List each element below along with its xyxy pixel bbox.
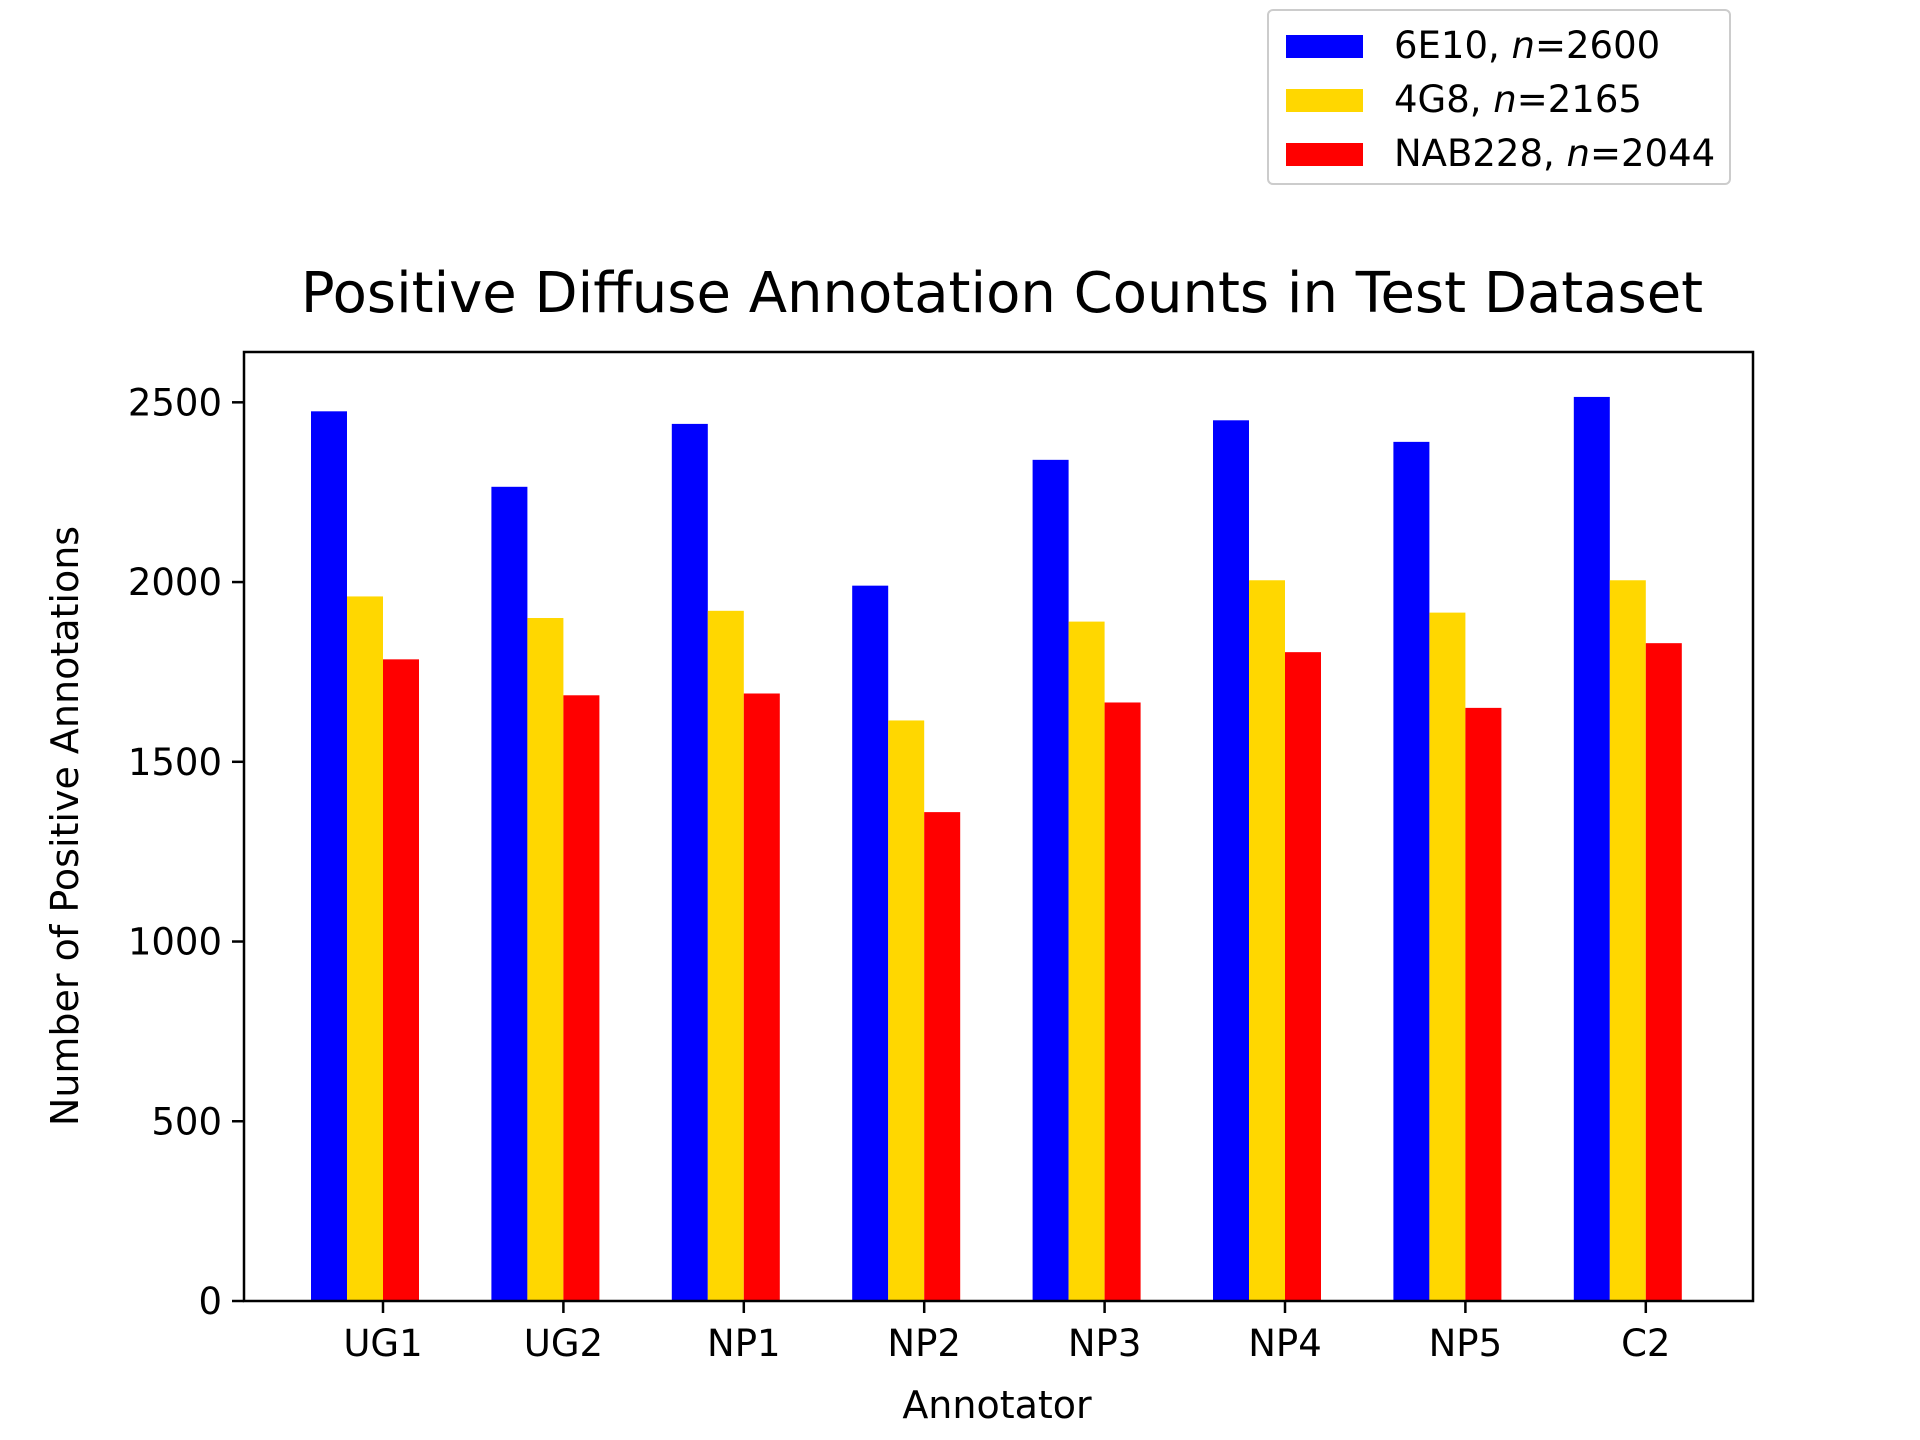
bar-np4-3 xyxy=(1285,652,1321,1301)
x-axis-label: Annotator xyxy=(902,1383,1092,1427)
legend-label-nab228: NAB228, n=2044 xyxy=(1394,132,1716,175)
legend-item-4g8: 4G8, n=2165 xyxy=(1269,73,1729,121)
bar-ug1-3 xyxy=(383,659,419,1301)
x-tick-label: UG1 xyxy=(343,1322,422,1365)
legend: 6E10, n=2600 4G8, n=2165 NAB228, n=2044 xyxy=(1267,9,1731,185)
y-tick-label: 2000 xyxy=(128,561,222,604)
bars-group xyxy=(311,396,1682,1302)
bar-c2-3 xyxy=(1645,643,1682,1301)
bar-np4-1 xyxy=(1213,420,1249,1301)
legend-item-6e10: 6E10, n=2600 xyxy=(1269,19,1729,67)
bar-np5-2 xyxy=(1429,612,1466,1301)
y-tick-label: 1000 xyxy=(128,921,222,964)
bar-np4-2 xyxy=(1249,580,1285,1301)
bar-ug2-3 xyxy=(563,695,600,1301)
y-tick-label: 0 xyxy=(198,1280,222,1323)
bar-np2-1 xyxy=(852,585,889,1301)
bar-np5-1 xyxy=(1393,441,1430,1301)
x-tick-label: C2 xyxy=(1621,1322,1670,1365)
x-axis: UG1 UG2 NP1 NP2 NP3 NP4 NP5 C2 xyxy=(343,1301,1670,1365)
plot-frame xyxy=(242,350,1755,1303)
x-tick-label: NP3 xyxy=(1068,1322,1142,1365)
legend-item-nab228: NAB228, n=2044 xyxy=(1269,127,1729,175)
x-tick-label: NP2 xyxy=(887,1322,961,1365)
x-tick-label: UG2 xyxy=(524,1322,603,1365)
y-axis-label: Number of Positive Annotations xyxy=(43,526,87,1126)
bar-np1-3 xyxy=(743,693,780,1301)
bar-np1-2 xyxy=(707,610,744,1301)
bar-np3-1 xyxy=(1032,459,1069,1301)
x-tick-label: NP1 xyxy=(707,1322,781,1365)
legend-swatch-4g8 xyxy=(1286,89,1363,112)
legend-label-6e10: 6E10, n=2600 xyxy=(1394,24,1661,67)
bar-np3-3 xyxy=(1104,702,1141,1301)
legend-swatch-6e10 xyxy=(1286,35,1363,58)
bar-np3-2 xyxy=(1068,621,1105,1301)
bar-c2-1 xyxy=(1573,396,1610,1301)
bar-c2-2 xyxy=(1609,580,1646,1301)
bar-ug2-2 xyxy=(527,618,564,1301)
bar-np2-2 xyxy=(888,720,925,1301)
bar-np1-1 xyxy=(671,423,708,1302)
y-tick-label: 2500 xyxy=(128,381,222,424)
bar-np2-3 xyxy=(924,812,961,1301)
x-tick-label: NP4 xyxy=(1248,1322,1322,1365)
legend-label-4g8: 4G8, n=2165 xyxy=(1394,78,1642,121)
chart-title: Positive Diffuse Annotation Counts in Te… xyxy=(301,261,1703,326)
y-tick-label: 1500 xyxy=(128,741,222,784)
bar-ug1-2 xyxy=(347,596,383,1301)
bar-np5-3 xyxy=(1465,707,1502,1301)
bar-ug1-1 xyxy=(311,411,347,1301)
bar-ug2-1 xyxy=(491,486,528,1301)
legend-swatch-nab228 xyxy=(1286,143,1363,166)
y-tick-label: 500 xyxy=(151,1100,222,1143)
y-axis: 0 500 1000 1500 2000 2500 xyxy=(128,381,244,1323)
x-tick-label: NP5 xyxy=(1429,1322,1503,1365)
